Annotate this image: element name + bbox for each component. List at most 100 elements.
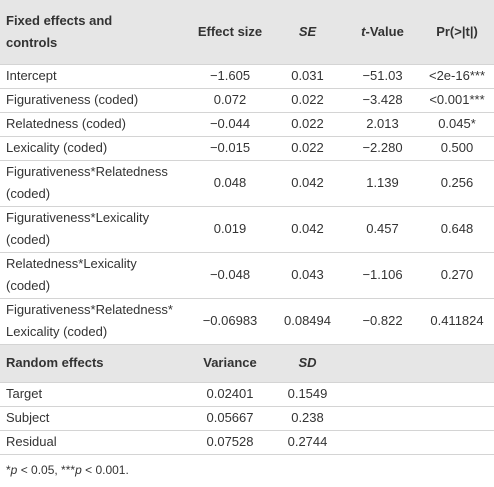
data-row: Relatedness*Lexicality (coded) −0.048 0.043… [0,252,494,299]
value-cell: 0.411824 [420,298,494,345]
footnote-text: < 0.05, *** [17,462,76,477]
data-row: Figurativeness*Relatedness (coded) 0.048 0.… [0,160,494,207]
header-row: Fixed effects and controls Effect size SE t-… [0,0,494,65]
row-label: Subject [0,406,190,431]
data-row: Residual 0.07528 0.2744 [0,430,494,455]
data-row: Lexicality (coded) −0.015 0.022 −2.280 0.500 [0,136,494,161]
value-cell: −1.106 [345,252,420,299]
empty-cell [420,382,494,407]
row-label: Figurativeness*Lexicality (coded) [0,206,190,253]
data-row: Figurativeness (coded) 0.072 0.022 −3.428 <0… [0,88,494,113]
value-cell: 0.022 [270,136,345,161]
value-cell: −2.280 [345,136,420,161]
header-cell: Effect size [190,0,270,65]
value-cell: <0.001*** [420,88,494,113]
value-cell: 0.05667 [190,406,270,431]
text-line: Figurativeness*Relatedness* [6,302,173,317]
value-cell: 0.043 [270,252,345,299]
data-row: Figurativeness*Relatedness* Lexicality (c… [0,298,494,345]
row-label: Intercept [0,64,190,89]
value-cell: 0.238 [270,406,345,431]
row-label: Relatedness*Lexicality (coded) [0,252,190,299]
header-cell: Variance [190,344,270,383]
header-cell: Fixed effects and controls [0,0,190,65]
empty-cell [420,406,494,431]
value-cell: 0.019 [190,206,270,253]
value-cell: −3.428 [345,88,420,113]
table-body: Fixed effects and controls Effect size SE t-… [0,0,494,455]
text-line: Relatedness (coded) [6,116,126,131]
row-label: Figurativeness*Relatedness (coded) [0,160,190,207]
value-cell: 0.045* [420,112,494,137]
value-cell: −0.015 [190,136,270,161]
empty-cell [345,430,420,455]
text-line: Lexicality (coded) [6,324,108,339]
header-text: SE [298,23,317,39]
data-row: Intercept −1.605 0.031 −51.03 <2e-16*** [0,64,494,89]
value-cell: 0.457 [345,206,420,253]
row-label: Residual [0,430,190,455]
text-line: (coded) [6,278,51,293]
data-row: Figurativeness*Lexicality (coded) 0.019 0.0… [0,206,494,253]
row-label: Target [0,382,190,407]
data-row: Subject 0.05667 0.238 [0,406,494,431]
text-line: Figurativeness*Relatedness [6,164,168,179]
value-cell: 0.042 [270,206,345,253]
text-line: controls [6,34,58,50]
row-label: Figurativeness (coded) [0,88,190,113]
value-cell: 0.270 [420,252,494,299]
value-cell: −0.06983 [190,298,270,345]
text-line: Figurativeness*Lexicality [6,210,150,225]
text-line: Intercept [6,68,57,83]
footnote-text: p [75,462,82,477]
row-label: Relatedness (coded) [0,112,190,137]
value-cell: −1.605 [190,64,270,89]
value-cell: 0.022 [270,112,345,137]
value-cell: 0.07528 [190,430,270,455]
empty-cell [345,406,420,431]
header-text: t [361,23,366,39]
header-cell: SE [270,0,345,65]
empty-cell [345,382,420,407]
header-text: Variance [203,355,257,370]
value-cell: 0.031 [270,64,345,89]
value-cell: 0.1549 [270,382,345,407]
header-cell [420,344,494,383]
header-cell: Random effects [0,344,190,383]
footnote: *p < 0.05, ***p < 0.001. [0,455,494,485]
value-cell: 1.139 [345,160,420,207]
value-cell: 0.08494 [270,298,345,345]
value-cell: 0.048 [190,160,270,207]
value-cell: 0.02401 [190,382,270,407]
results-table: Fixed effects and controls Effect size SE t-… [0,0,494,455]
header-text: SD [298,355,317,370]
header-row: Random effects Variance SD [0,344,494,383]
row-label: Lexicality (coded) [0,136,190,161]
footnote-text: p [10,462,18,477]
value-cell: 0.022 [270,88,345,113]
text-line: Fixed effects and [6,12,113,28]
value-cell: 2.013 [345,112,420,137]
value-cell: −0.048 [190,252,270,299]
value-cell: −0.044 [190,112,270,137]
row-label: Figurativeness*Relatedness* Lexicality (c… [0,298,190,345]
value-cell: 0.2744 [270,430,345,455]
header-text: Effect size [197,23,263,39]
value-cell: 0.042 [270,160,345,207]
data-row: Relatedness (coded) −0.044 0.022 2.013 0.045… [0,112,494,137]
header-cell [345,344,420,383]
header-cell: t-Value [345,0,420,65]
value-cell: 0.648 [420,206,494,253]
text-line: (coded) [6,186,51,201]
header-cell: SD [270,344,345,383]
text-line: Figurativeness (coded) [6,92,139,107]
header-text: -Value [365,23,404,39]
text-line: (coded) [6,232,51,247]
empty-cell [420,430,494,455]
text-line: Lexicality (coded) [6,140,108,155]
header-cell: Pr(>|t|) [420,0,494,65]
header-text: Pr(>|t|) [436,23,478,39]
value-cell: 0.072 [190,88,270,113]
footnote-text: < 0.001. [81,462,129,477]
